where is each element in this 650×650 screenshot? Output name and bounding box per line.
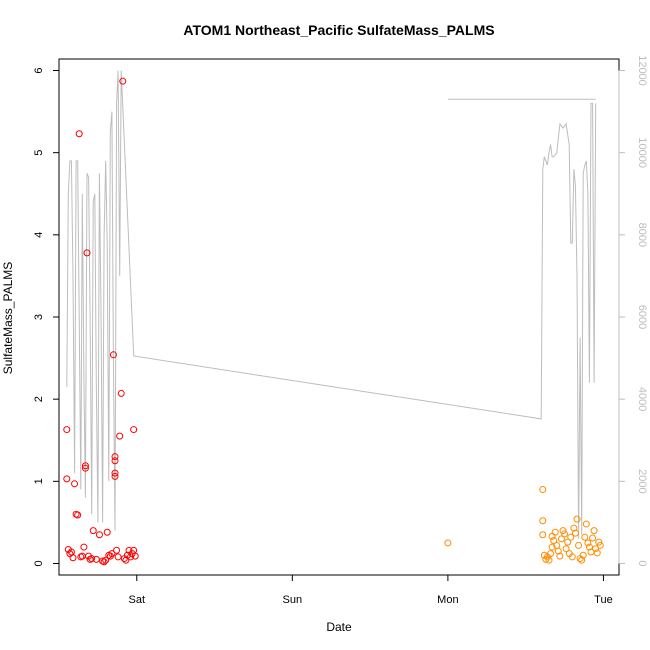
data-point-orange [557,535,565,543]
data-point-red [109,351,117,359]
y-right-tick-label: 4000 [636,387,648,411]
data-point-red [74,511,82,519]
data-point-orange [564,538,572,546]
x-tick-label: Sun [283,594,303,606]
data-point-orange [570,524,578,532]
data-point-orange [559,527,567,535]
y-right-tick-label: 12000 [636,55,648,86]
y-left-tick-label: 2 [33,396,45,402]
data-point-red [102,556,110,564]
data-point-red [130,426,138,434]
y-right-tick-label: 6000 [636,305,648,329]
data-point-orange [582,520,590,528]
data-point-red [71,480,79,488]
data-point-orange [548,543,556,551]
data-point-orange [596,541,604,549]
y-axis-label: SulfateMass_PALMS [1,262,15,375]
data-point-red [81,462,89,470]
data-point-orange [585,543,593,551]
data-point-red [111,457,119,465]
data-point-red [111,472,119,480]
data-point-red [131,552,139,560]
data-point-orange [589,534,597,542]
data-point-red [127,553,135,561]
data-point-red [88,555,96,563]
data-point-orange [539,486,547,494]
x-tick-label: Mon [437,594,458,606]
y-left-tick-label: 4 [33,232,45,238]
data-point-orange [579,551,587,559]
data-point-orange [547,550,555,558]
data-point-red [80,543,88,551]
data-points [63,77,604,566]
data-point-orange [539,517,547,525]
data-point-orange [556,552,564,560]
x-axis-label: Date [326,620,352,634]
data-point-red [95,531,103,539]
data-point-orange [562,545,570,553]
x-tick-label: Tue [594,594,613,606]
y-left-tick-label: 3 [33,314,45,320]
data-point-red [103,528,111,536]
data-point-orange [554,547,562,555]
data-point-red [111,453,119,461]
data-point-orange [590,527,598,535]
y-right-tick-label: 10000 [636,137,648,168]
data-point-orange [581,533,589,541]
data-point-red [63,426,71,434]
data-point-orange [567,533,575,541]
y-left-tick-label: 6 [33,67,45,73]
data-point-orange [584,539,592,547]
data-point-orange [568,553,576,561]
data-point-red [81,464,89,472]
data-point-red [117,389,125,397]
y-right-tick-label: 8000 [636,223,648,247]
data-point-red [113,546,121,554]
data-point-red [63,475,71,483]
y-left-tick-label: 0 [33,560,45,566]
axes: Sat Sun Mon Tue 0 1 2 3 4 5 6 0 2000 4000 6000 8000 1000… [33,55,648,606]
data-point-orange [539,531,547,539]
data-point-red [83,249,91,257]
data-point-red [119,77,127,85]
data-point-red [111,469,119,477]
data-point-orange [575,541,583,549]
data-point-red [92,555,100,563]
altitude-lines [66,70,597,539]
data-point-red [100,558,108,566]
data-point-orange [571,529,579,537]
data-point-orange [578,556,586,564]
data-point-orange [592,545,600,553]
altitude-line-1 [66,70,597,539]
data-point-red [122,556,130,564]
y-right-tick-label: 2000 [636,469,648,493]
plot-frame [58,58,620,576]
data-point-orange [550,536,558,544]
chart-title: ATOM1 Northeast_Pacific SulfateMass_PALM… [183,22,494,38]
data-point-orange [573,515,581,523]
data-point-red [69,554,77,562]
y-left-tick-label: 5 [33,150,45,156]
data-point-red [75,130,83,138]
data-point-orange [545,556,553,564]
data-point-orange [595,538,603,546]
data-point-red [108,550,116,558]
data-point-orange [444,539,452,547]
y-left-tick-label: 1 [33,478,45,484]
data-point-red [114,553,122,561]
data-point-red [116,432,124,440]
data-point-orange [561,530,569,538]
x-tick-label: Sat [129,594,146,606]
y-right-tick-label: 0 [636,560,648,566]
data-point-orange [593,549,601,557]
data-point-orange [551,528,559,536]
data-point-red [89,527,97,535]
